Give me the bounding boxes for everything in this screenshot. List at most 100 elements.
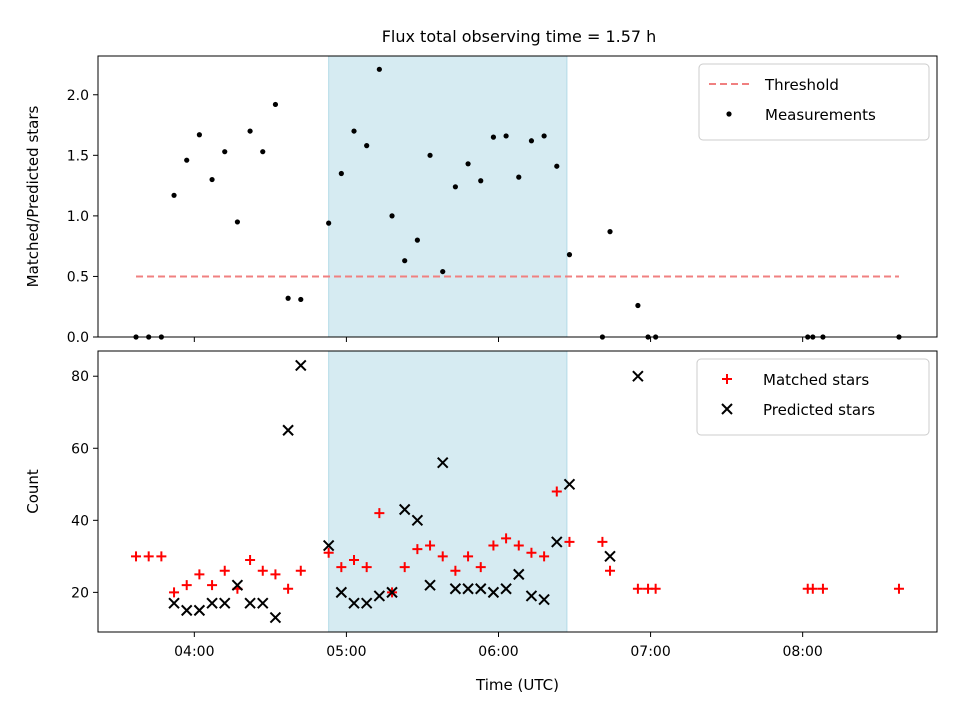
matched-stars-point	[374, 508, 385, 519]
matched-stars-point	[513, 540, 524, 551]
matched-stars-point	[323, 547, 334, 558]
panel-2-y-axis-label: Count	[24, 469, 42, 514]
predicted-stars-point	[424, 579, 436, 591]
x-tick-label: 07:00	[630, 644, 670, 660]
predicted-stars-point	[398, 503, 411, 516]
matched-stars-point	[817, 583, 828, 594]
matched-stars-point	[270, 569, 281, 580]
x-tick-label: 04:00	[174, 644, 214, 660]
matched-stars-point	[245, 554, 256, 565]
predicted-stars-point	[348, 597, 360, 609]
measurement-point	[326, 220, 332, 226]
matched-stars-point	[488, 540, 499, 551]
panel-1-y-axis-label: Matched/Predicted stars	[24, 106, 42, 288]
predicted-stars-point	[525, 590, 538, 602]
measurement-point	[272, 101, 279, 108]
measurement-point	[196, 132, 202, 138]
measurement-point	[465, 161, 471, 167]
matched-stars-point	[551, 486, 562, 497]
legend-label: Matched stars	[763, 371, 869, 389]
predicted-stars-point	[437, 456, 449, 469]
predicted-stars-point	[386, 586, 398, 599]
matched-stars-point	[349, 554, 360, 565]
predicted-stars-point	[257, 597, 269, 609]
measurement-point	[376, 66, 382, 72]
measurement-point	[554, 163, 560, 169]
predicted-stars-point	[604, 550, 616, 563]
measurement-point	[209, 176, 215, 183]
measurement-point	[528, 138, 535, 144]
legend-matched-swatch	[722, 374, 732, 384]
measurement-point	[607, 229, 613, 235]
y-tick-label: 1.0	[67, 209, 89, 225]
measurement-point	[171, 192, 177, 198]
legend-label: Predicted stars	[763, 401, 875, 419]
x-tick-label: 05:00	[326, 644, 366, 660]
matched-stars-point	[257, 565, 268, 576]
matched-stars-point	[501, 533, 512, 544]
matched-stars-point	[336, 562, 347, 573]
matched-stars-point	[475, 562, 486, 573]
panel-1-frame	[97, 55, 938, 338]
chart-title: Flux total observing time = 1.57 h	[382, 27, 657, 46]
y-tick-label: 2.0	[67, 88, 89, 104]
measurement-point	[402, 258, 408, 264]
matched-stars-point	[131, 551, 142, 562]
measurement-point	[234, 219, 241, 225]
matched-stars-point	[156, 551, 167, 562]
x-tick-label: 06:00	[478, 644, 518, 660]
top-panel: 0.0 0.5 1.0 1.5 2.0 Matched/Predicted stars Th…	[24, 55, 938, 346]
measurement-point	[516, 174, 522, 180]
y-tick-label: 0.0	[67, 330, 89, 346]
measurement-point	[364, 143, 370, 149]
predicted-stars-point	[513, 568, 525, 581]
predicted-stars-point	[563, 478, 576, 491]
legend-label: Threshold	[764, 76, 839, 94]
legend-box	[698, 63, 930, 141]
y-tick-label: 1.5	[67, 148, 89, 164]
panel-1-legend: Threshold Measurements	[698, 63, 930, 141]
y-tick-label: 0.5	[67, 269, 89, 285]
predicted-stars-point	[181, 604, 193, 617]
legend-predicted-swatch	[721, 403, 733, 415]
measurement-point	[503, 133, 509, 139]
x-tick-label: 08:00	[782, 644, 822, 660]
predicted-stars-point	[193, 604, 206, 617]
y-tick-label: 40	[71, 513, 89, 529]
predicted-stars-point	[487, 586, 500, 599]
matched-stars-point	[283, 583, 294, 594]
matched-stars-point	[399, 562, 410, 573]
matched-stars-point	[295, 565, 306, 576]
matched-stars-point	[526, 547, 537, 558]
legend-label: Measurements	[765, 106, 876, 124]
y-tick-label: 20	[71, 585, 89, 601]
predicted-stars-point	[244, 597, 256, 609]
predicted-stars-point	[462, 583, 474, 595]
panel-2-legend: Matched stars Predicted stars	[696, 358, 930, 436]
matched-stars-point	[361, 562, 372, 573]
measurement-point	[298, 296, 304, 303]
matched-stars-point	[207, 580, 218, 591]
measurement-point	[452, 184, 458, 190]
predicted-stars-point	[475, 583, 487, 595]
predicted-stars-point	[538, 593, 550, 606]
panel-2-series-1	[131, 486, 904, 598]
x-axis-label: Time (UTC)	[475, 676, 559, 694]
matched-stars-point	[632, 583, 643, 594]
measurement-point	[247, 128, 253, 134]
matched-stars-point	[539, 551, 550, 562]
measurement-point	[566, 252, 573, 258]
measurement-point	[427, 152, 433, 158]
matched-stars-point	[605, 565, 616, 576]
legend-measurements-swatch	[726, 111, 732, 117]
y-tick-label: 60	[71, 441, 89, 457]
matched-stars-point	[597, 536, 608, 547]
predicted-stars-point	[373, 590, 386, 602]
measurement-point	[541, 133, 547, 139]
predicted-stars-point	[449, 583, 462, 595]
matched-stars-point	[219, 565, 230, 576]
predicted-stars-point	[411, 514, 424, 527]
predicted-stars-point	[500, 583, 512, 595]
predicted-stars-point	[282, 424, 294, 436]
